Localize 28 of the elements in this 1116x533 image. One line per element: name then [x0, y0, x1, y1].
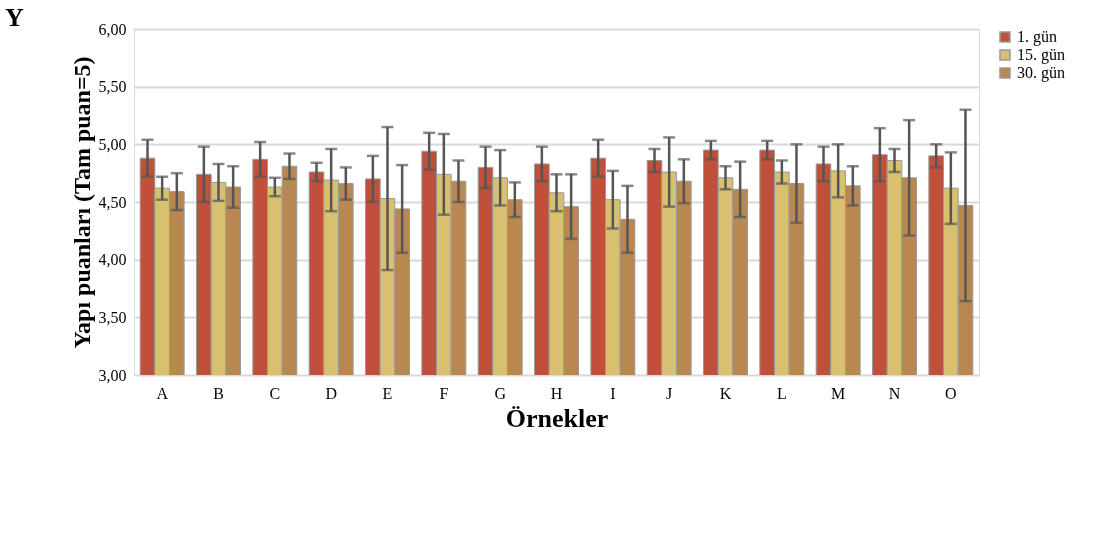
- y-tick-label: 4,00: [98, 251, 127, 269]
- y-tick-label: 5,50: [98, 78, 127, 96]
- y-tick-label: 6,00: [98, 20, 127, 38]
- legend-label: 15. gün: [1017, 46, 1065, 64]
- y-tick-label: 3,50: [98, 308, 127, 326]
- x-tick-label: L: [776, 384, 787, 402]
- x-tick-label: M: [831, 384, 846, 402]
- x-tick-label: I: [610, 384, 616, 402]
- x-tick-label: G: [494, 384, 507, 402]
- x-tick-label: N: [888, 384, 901, 402]
- x-tick-label: D: [325, 384, 337, 402]
- legend-label: 30. gün: [1017, 64, 1065, 82]
- x-tick-label: A: [156, 384, 169, 402]
- x-tick-label: O: [945, 384, 957, 402]
- y-tick-label: 3,00: [98, 366, 127, 384]
- legend-label: 1. gün: [1017, 28, 1057, 46]
- x-tick-label: H: [550, 384, 563, 402]
- x-tick-label: B: [213, 384, 224, 402]
- y-tick-label: 5,00: [98, 135, 127, 153]
- y-axis-title: Yapı puanları (Tam puan=5): [68, 56, 95, 349]
- y-tick-label: 4,50: [98, 193, 127, 211]
- x-tick-label: C: [269, 384, 281, 402]
- x-tick-label: F: [439, 384, 449, 402]
- chart-title: Y: [5, 3, 24, 32]
- x-tick-label: K: [719, 384, 732, 402]
- x-tick-label: E: [382, 384, 393, 402]
- x-tick-label: J: [666, 384, 673, 402]
- x-axis-title: Örnekler: [505, 403, 609, 433]
